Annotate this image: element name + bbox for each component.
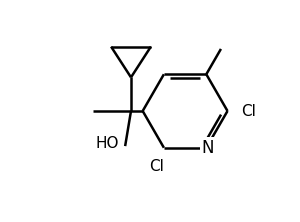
Text: N: N: [202, 139, 214, 157]
Text: Cl: Cl: [149, 159, 164, 174]
Text: HO: HO: [95, 136, 119, 151]
Text: Cl: Cl: [241, 103, 256, 119]
